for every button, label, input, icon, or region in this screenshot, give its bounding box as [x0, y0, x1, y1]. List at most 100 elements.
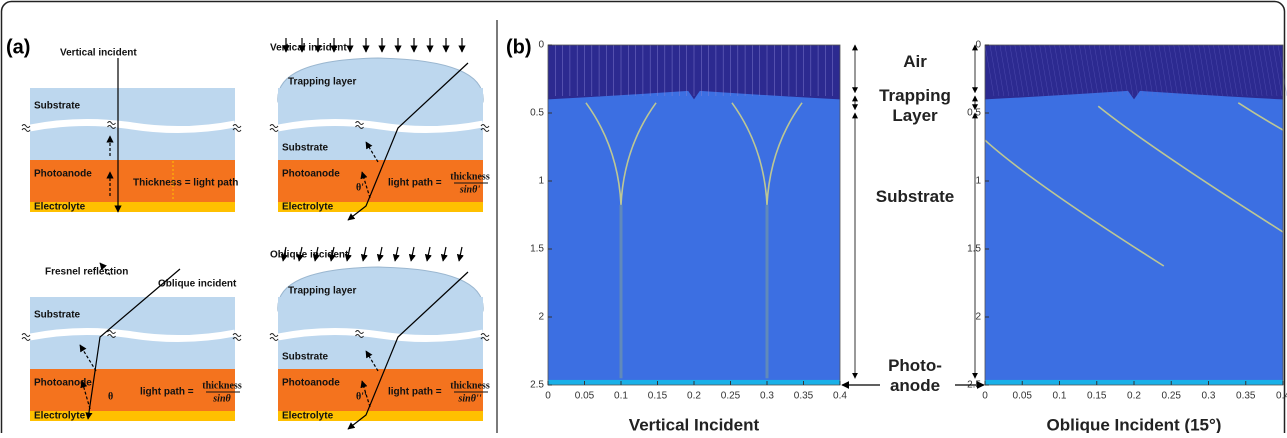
ray — [376, 246, 384, 262]
field-ray — [1079, 44, 1089, 97]
x-tick-label: 0.4 — [833, 391, 847, 402]
x-tick-label: 0.2 — [1127, 391, 1141, 402]
photoanode — [278, 160, 483, 202]
y-tick-label: 2.5 — [530, 380, 544, 391]
field-ray — [1004, 44, 1015, 97]
photoanode — [278, 369, 483, 411]
field-ray — [1158, 44, 1169, 97]
field-ray — [1059, 44, 1069, 97]
x-tick-label: 0.35 — [794, 391, 814, 402]
field-ray — [1103, 44, 1114, 97]
field-ray — [1089, 44, 1099, 97]
photoanode — [30, 160, 235, 202]
caustic — [1097, 105, 1284, 233]
x-tick-label: 0.05 — [1013, 391, 1033, 402]
ray — [296, 246, 304, 262]
field-ray — [1044, 44, 1054, 97]
field-ray — [1233, 44, 1243, 97]
break-mark — [232, 333, 242, 341]
y-tick-label: 0.5 — [967, 108, 981, 119]
field-ray — [1228, 44, 1238, 97]
x-tick-label: 0.25 — [721, 391, 741, 402]
label: light path = — [388, 387, 442, 398]
break-mark — [480, 333, 490, 341]
gap — [29, 118, 236, 134]
x-tick-label: 0 — [982, 391, 988, 402]
x-tick-label: 0.35 — [1236, 391, 1256, 402]
y-tick-label: 0 — [975, 40, 981, 51]
field-ray — [1213, 44, 1223, 97]
label: Oblique incident — [158, 279, 237, 290]
ray — [347, 271, 469, 430]
field-ray — [999, 44, 1010, 97]
ray — [440, 246, 448, 262]
field-ray — [1094, 44, 1104, 97]
photoanode — [30, 369, 235, 411]
label: Photoanode — [34, 169, 92, 180]
field-ray — [1064, 44, 1074, 97]
y-tick-label: 1 — [975, 176, 981, 187]
x-tick-label: 0.15 — [648, 391, 668, 402]
field-ray — [1163, 44, 1173, 97]
field-ray — [1238, 44, 1248, 97]
layer-label: Substrate — [875, 187, 955, 206]
break-mark — [107, 330, 116, 338]
electrolyte — [30, 202, 235, 212]
gap — [277, 118, 484, 134]
field-ray — [1188, 44, 1198, 97]
field-ray — [1203, 44, 1213, 97]
x-tick-label: 0.4 — [1276, 391, 1287, 402]
caustic — [585, 102, 657, 205]
gap — [29, 327, 236, 343]
field-ray — [1247, 44, 1258, 97]
field-ray — [1257, 44, 1268, 97]
y-tick-label: 0.5 — [530, 108, 544, 119]
ray — [85, 268, 181, 420]
field-ray — [1123, 44, 1134, 97]
x-tick-label: 0.2 — [687, 391, 701, 402]
y-tick-label: 2 — [538, 312, 544, 323]
field-ray — [984, 44, 995, 97]
electrolyte — [278, 411, 483, 421]
y-tick-label: 2 — [975, 312, 981, 323]
label: Thickness = light path — [133, 178, 238, 189]
ray — [312, 246, 320, 262]
plot-title: Vertical Incident — [629, 415, 760, 433]
label: sinθ — [212, 393, 231, 404]
ray — [424, 246, 432, 262]
ray — [347, 62, 469, 221]
electrolyte — [278, 202, 483, 212]
label: Trapping layer — [288, 77, 356, 88]
field-ray — [1148, 44, 1159, 97]
break-mark — [21, 333, 31, 341]
field-ray — [1029, 44, 1039, 97]
field-ray — [1009, 44, 1020, 97]
layer-label: Photo-anode — [888, 356, 942, 395]
field-ray — [1252, 44, 1263, 97]
break-mark — [269, 333, 279, 341]
field-ray — [1024, 44, 1034, 97]
field-ray — [1108, 44, 1119, 97]
break-mark — [355, 121, 364, 129]
label: Electrolyte — [34, 202, 86, 213]
plot-title: Oblique Incident (15°) — [1047, 415, 1222, 433]
ray — [99, 262, 111, 276]
caustic — [984, 139, 1165, 267]
field-ray — [1133, 44, 1144, 97]
x-tick-label: 0.05 — [575, 391, 595, 402]
ray — [456, 246, 464, 262]
field-ray — [1183, 44, 1193, 97]
x-tick-label: 0.1 — [1053, 391, 1067, 402]
field-ray — [1054, 44, 1064, 97]
x-tick-label: 0.3 — [760, 391, 774, 402]
break-mark — [232, 124, 242, 132]
field-ray — [1168, 44, 1178, 97]
y-tick-label: 1.5 — [967, 244, 981, 255]
label: θ'' — [356, 391, 367, 402]
layer-label: Air — [903, 52, 927, 71]
x-tick-label: 0.3 — [1202, 391, 1216, 402]
y-tick-label: 1.5 — [530, 244, 544, 255]
ray — [79, 344, 97, 372]
label: Trapping layer — [288, 286, 356, 297]
